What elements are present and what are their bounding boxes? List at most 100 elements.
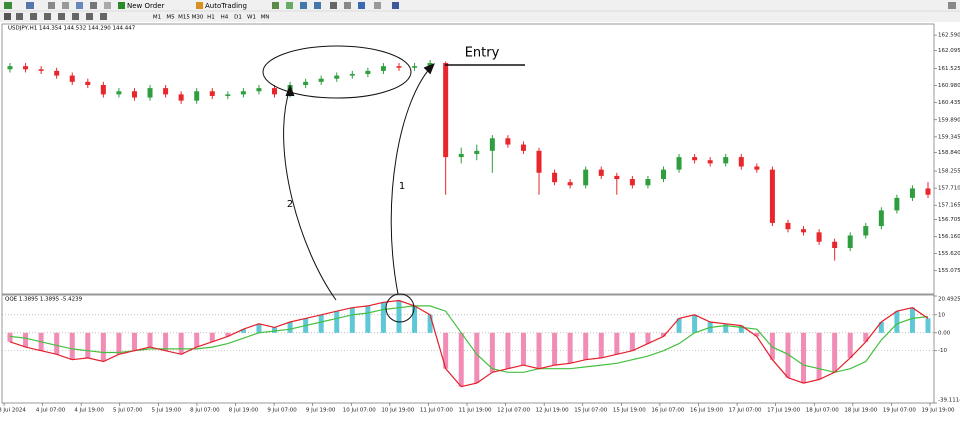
timeframe-button[interactable]: MN bbox=[261, 15, 270, 21]
candle-body bbox=[303, 82, 308, 85]
time-label: 8 Jul 19:00 bbox=[229, 408, 259, 414]
chart-area bbox=[0, 22, 960, 420]
histogram-bar bbox=[894, 311, 899, 333]
candle-body bbox=[505, 138, 510, 144]
y-tick-label: 159.345 bbox=[938, 134, 960, 140]
timeframe-button[interactable]: M30 bbox=[192, 15, 204, 21]
timeframe-button[interactable]: H4 bbox=[221, 15, 229, 21]
candle-body bbox=[614, 176, 619, 179]
time-label: 15 Jul 07:00 bbox=[574, 408, 607, 414]
candle-body bbox=[474, 151, 479, 154]
time-label: 11 Jul 07:00 bbox=[420, 408, 453, 414]
histogram-bar bbox=[568, 333, 573, 364]
histogram-bar bbox=[210, 333, 215, 342]
time-label: 4 Jul 19:00 bbox=[74, 408, 104, 414]
candle-body bbox=[754, 166, 759, 169]
histogram-bar bbox=[23, 333, 28, 347]
histogram-bar bbox=[179, 333, 184, 355]
histogram-bar bbox=[552, 333, 557, 365]
y-tick-label: 20.4925 bbox=[938, 297, 960, 303]
time-label: 10 Jul 19:00 bbox=[381, 408, 414, 414]
histogram-bar bbox=[334, 311, 339, 333]
time-label: 18 Jul 19:00 bbox=[844, 408, 877, 414]
time-label: 5 Jul 19:00 bbox=[152, 408, 182, 414]
candle-body bbox=[116, 91, 121, 94]
histogram-bar bbox=[8, 333, 13, 342]
candle-body bbox=[583, 170, 588, 186]
y-tick-label: 158.840 bbox=[938, 150, 960, 156]
candle-body bbox=[132, 91, 137, 97]
histogram-bar bbox=[272, 327, 277, 332]
y-tick-label: 161.525 bbox=[938, 66, 960, 72]
histogram-bar bbox=[505, 333, 510, 369]
candle-body bbox=[770, 170, 775, 223]
candle-body bbox=[179, 94, 184, 100]
time-label: 9 Jul 07:00 bbox=[267, 408, 297, 414]
candle-body bbox=[319, 79, 324, 82]
histogram-bar bbox=[614, 333, 619, 355]
histogram-bar bbox=[910, 308, 915, 333]
time-label: 15 Jul 19:00 bbox=[613, 408, 646, 414]
timeframe-button[interactable]: M5 bbox=[166, 15, 175, 21]
histogram-bar bbox=[85, 333, 90, 358]
time-label: 17 Jul 19:00 bbox=[767, 408, 800, 414]
histogram-bar bbox=[630, 333, 635, 351]
timeframe-button[interactable]: D1 bbox=[234, 15, 242, 21]
timeframe-button[interactable]: W1 bbox=[247, 15, 256, 21]
candle-body bbox=[817, 232, 822, 241]
timeframe-button[interactable]: M1 bbox=[153, 15, 161, 21]
auto-trading-button[interactable]: AutoTrading bbox=[205, 2, 247, 10]
histogram-bar bbox=[101, 333, 106, 362]
histogram-bar bbox=[194, 333, 199, 347]
candle-body bbox=[801, 229, 806, 232]
candle-body bbox=[194, 91, 199, 100]
time-label: 5 Jul 07:00 bbox=[113, 408, 143, 414]
candle-body bbox=[692, 157, 697, 160]
time-label: 19 Jul 19:00 bbox=[922, 408, 955, 414]
candle-body bbox=[568, 182, 573, 185]
timeframe-button[interactable]: M15 bbox=[178, 15, 190, 21]
candle-body bbox=[723, 157, 728, 163]
time-label: 16 Jul 19:00 bbox=[690, 408, 723, 414]
y-tick-label: 158.255 bbox=[938, 169, 960, 175]
histogram-bar bbox=[459, 333, 464, 387]
candle-body bbox=[210, 91, 215, 96]
time-label: 8 Jul 07:00 bbox=[190, 408, 220, 414]
candle-body bbox=[521, 145, 526, 151]
histogram-bar bbox=[801, 333, 806, 383]
time-label: 9 Jul 19:00 bbox=[306, 408, 336, 414]
time-label: 12 Jul 07:00 bbox=[497, 408, 530, 414]
histogram-bar bbox=[474, 333, 479, 383]
histogram-bar bbox=[583, 333, 588, 360]
candle-body bbox=[412, 66, 417, 68]
y-tick-label: 157.710 bbox=[938, 186, 960, 192]
histogram-bar bbox=[926, 318, 931, 332]
candle-body bbox=[459, 154, 464, 157]
y-tick-label: 160.980 bbox=[938, 83, 960, 89]
new-order-button[interactable]: New Order bbox=[127, 2, 165, 10]
candle-body bbox=[396, 66, 401, 68]
arrow-label: 2 bbox=[287, 199, 293, 210]
candle-body bbox=[630, 179, 635, 185]
candle-body bbox=[785, 223, 790, 229]
time-label: 4 Jul 07:00 bbox=[36, 408, 66, 414]
timeframe-button[interactable]: H1 bbox=[207, 15, 215, 21]
candle-body bbox=[599, 170, 604, 176]
candle-body bbox=[163, 88, 168, 94]
candle-body bbox=[70, 76, 75, 82]
candle-body bbox=[241, 91, 246, 94]
candle-body bbox=[552, 173, 557, 182]
histogram-bar bbox=[381, 302, 386, 333]
candle-body bbox=[148, 88, 153, 97]
candle-body bbox=[832, 242, 837, 248]
candle-body bbox=[894, 198, 899, 211]
y-tick-label: 157.165 bbox=[938, 203, 960, 209]
candle-body bbox=[272, 88, 277, 94]
time-label: 16 Jul 07:00 bbox=[651, 408, 684, 414]
candle-body bbox=[101, 85, 106, 94]
indicator-header: QQE 1.3895 1.3895 -5.4239 bbox=[5, 297, 83, 303]
candle-body bbox=[54, 71, 59, 76]
histogram-bar bbox=[54, 333, 59, 355]
